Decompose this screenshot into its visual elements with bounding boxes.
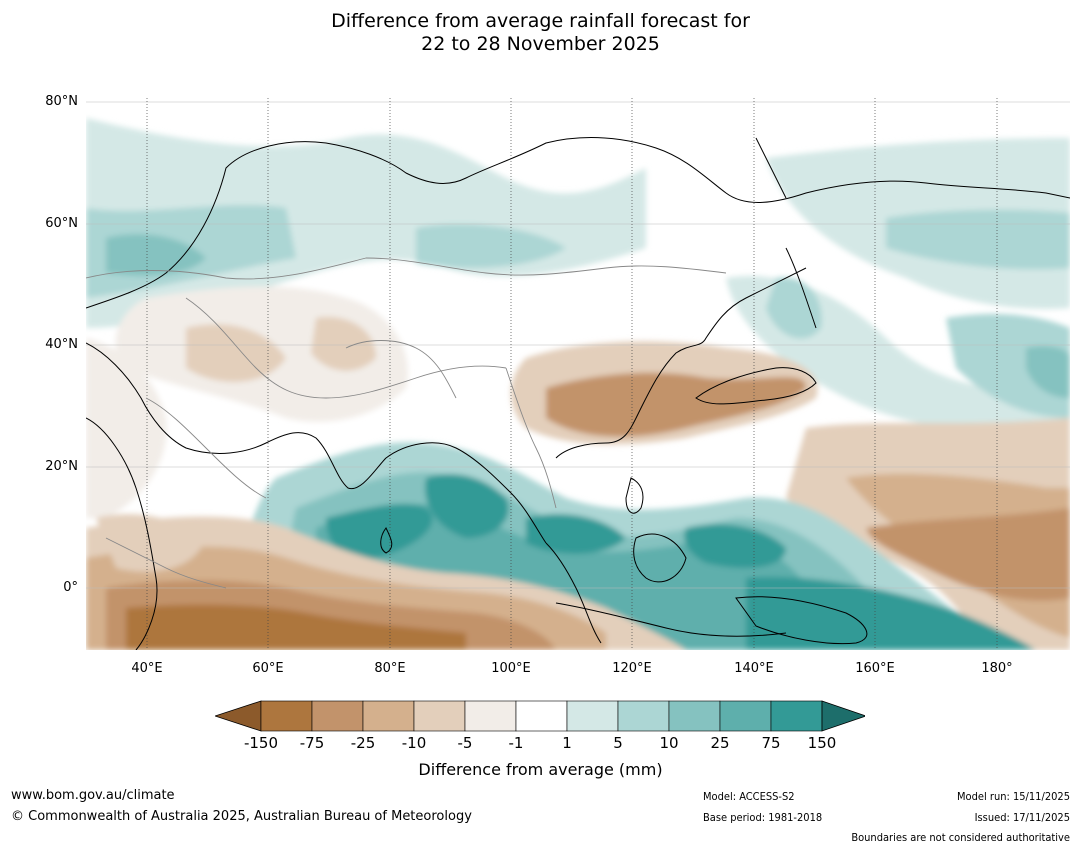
footer-disclaimer: Boundaries are not considered authoritat… (851, 831, 1070, 844)
rainfall-anomaly-map (86, 98, 1070, 650)
colorbar-tick-label: 150 (807, 734, 837, 752)
colorbar-segment (617, 700, 670, 732)
map-title: Difference from average rainfall forecas… (0, 10, 1081, 56)
colorbar-tick-label: 10 (659, 734, 679, 752)
lon-label-40e: 40°E (131, 661, 163, 676)
colorbar-segment (413, 700, 466, 732)
colorbar-segment (260, 700, 313, 732)
footer-model-run: Model run: 15/11/2025 (957, 790, 1070, 803)
colorbar-segment (464, 700, 517, 732)
colorbar-tick-label: -150 (243, 734, 279, 752)
footer-issued: Issued: 17/11/2025 (974, 811, 1070, 824)
colorbar-segment (719, 700, 772, 732)
colorbar-tick-label: -5 (457, 734, 473, 752)
lat-label-20n: 20°N (45, 459, 78, 474)
title-line-1: Difference from average rainfall forecas… (331, 10, 750, 32)
country-borders (86, 257, 727, 589)
colorbar-segment (311, 700, 364, 732)
lon-label-60e: 60°E (252, 661, 284, 676)
lon-label-100e: 100°E (491, 661, 531, 676)
colorbar-segment (668, 700, 721, 732)
colorbar-tick-label: -10 (401, 734, 427, 752)
colorbar-extend-high (821, 700, 865, 732)
lon-label-160e: 160°E (855, 661, 895, 676)
colorbar-segment (362, 700, 415, 732)
colorbar-tick-label: -25 (350, 734, 376, 752)
lon-label-140e: 140°E (734, 661, 774, 676)
colorbar-tick-label: 25 (710, 734, 730, 752)
colorbar-tick-label: -75 (299, 734, 325, 752)
colorbar-label: Difference from average (mm) (418, 760, 663, 779)
lon-label-180: 180° (981, 661, 1013, 676)
lat-label-60n: 60°N (45, 216, 78, 231)
footer-base-period: Base period: 1981-2018 (703, 811, 823, 824)
colorbar-tick-label: 1 (562, 734, 572, 752)
map-canvas (86, 98, 1070, 650)
footer-copyright: © Commonwealth of Australia 2025, Austra… (11, 809, 472, 824)
coastlines (86, 137, 1070, 650)
lon-label-80e: 80°E (374, 661, 406, 676)
footer-model: Model: ACCESS-S2 (703, 790, 795, 803)
map-graticule (86, 101, 1070, 589)
lat-label-40n: 40°N (45, 337, 78, 352)
colorbar-segment (770, 700, 823, 732)
colorbar-segment (515, 700, 568, 732)
lat-label-0: 0° (63, 580, 78, 595)
colorbar-tick-label: -1 (508, 734, 524, 752)
footer-url[interactable]: www.bom.gov.au/climate (11, 788, 175, 803)
colorbar (215, 700, 865, 732)
colorbar-segments (215, 700, 865, 732)
colorbar-extend-low (215, 700, 262, 732)
lon-label-120e: 120°E (612, 661, 652, 676)
lat-label-80n: 80°N (45, 94, 78, 109)
colorbar-tick-label: 75 (761, 734, 781, 752)
colorbar-segment (566, 700, 619, 732)
colorbar-tick-label: 5 (613, 734, 623, 752)
rainfall-anomaly-field (86, 118, 1070, 650)
title-line-2: 22 to 28 November 2025 (421, 33, 660, 55)
